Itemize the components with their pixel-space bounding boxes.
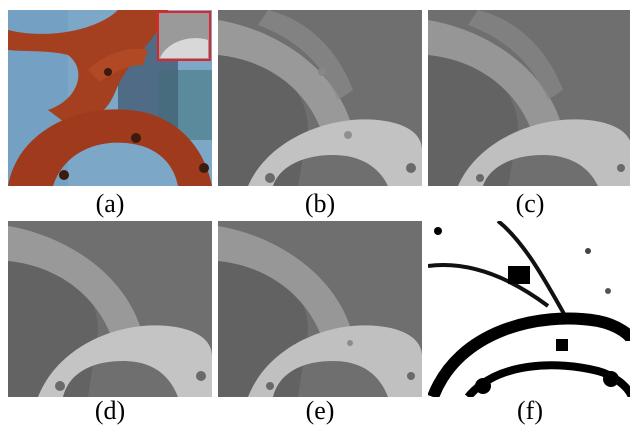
panel-e-depth-map bbox=[218, 221, 422, 397]
error-map bbox=[428, 221, 630, 397]
panel-a-color-image bbox=[8, 10, 212, 186]
panel-c-depth-map bbox=[428, 10, 630, 186]
caption-f: (f) bbox=[517, 396, 543, 425]
caption-a: (a) bbox=[95, 189, 125, 218]
caption-b: (b) bbox=[304, 189, 336, 218]
depth-map bbox=[428, 10, 630, 186]
color-image bbox=[8, 10, 212, 186]
panel-f-error-map bbox=[428, 221, 630, 397]
panel-b-depth-map bbox=[218, 10, 422, 186]
panel-d-depth-map bbox=[8, 221, 212, 397]
caption-c: (c) bbox=[515, 189, 545, 218]
caption-e: (e) bbox=[305, 396, 335, 425]
depth-map bbox=[8, 221, 212, 397]
depth-map bbox=[218, 10, 422, 186]
caption-d: (d) bbox=[94, 396, 126, 425]
zoom-inset bbox=[157, 11, 211, 61]
depth-map bbox=[218, 221, 422, 397]
